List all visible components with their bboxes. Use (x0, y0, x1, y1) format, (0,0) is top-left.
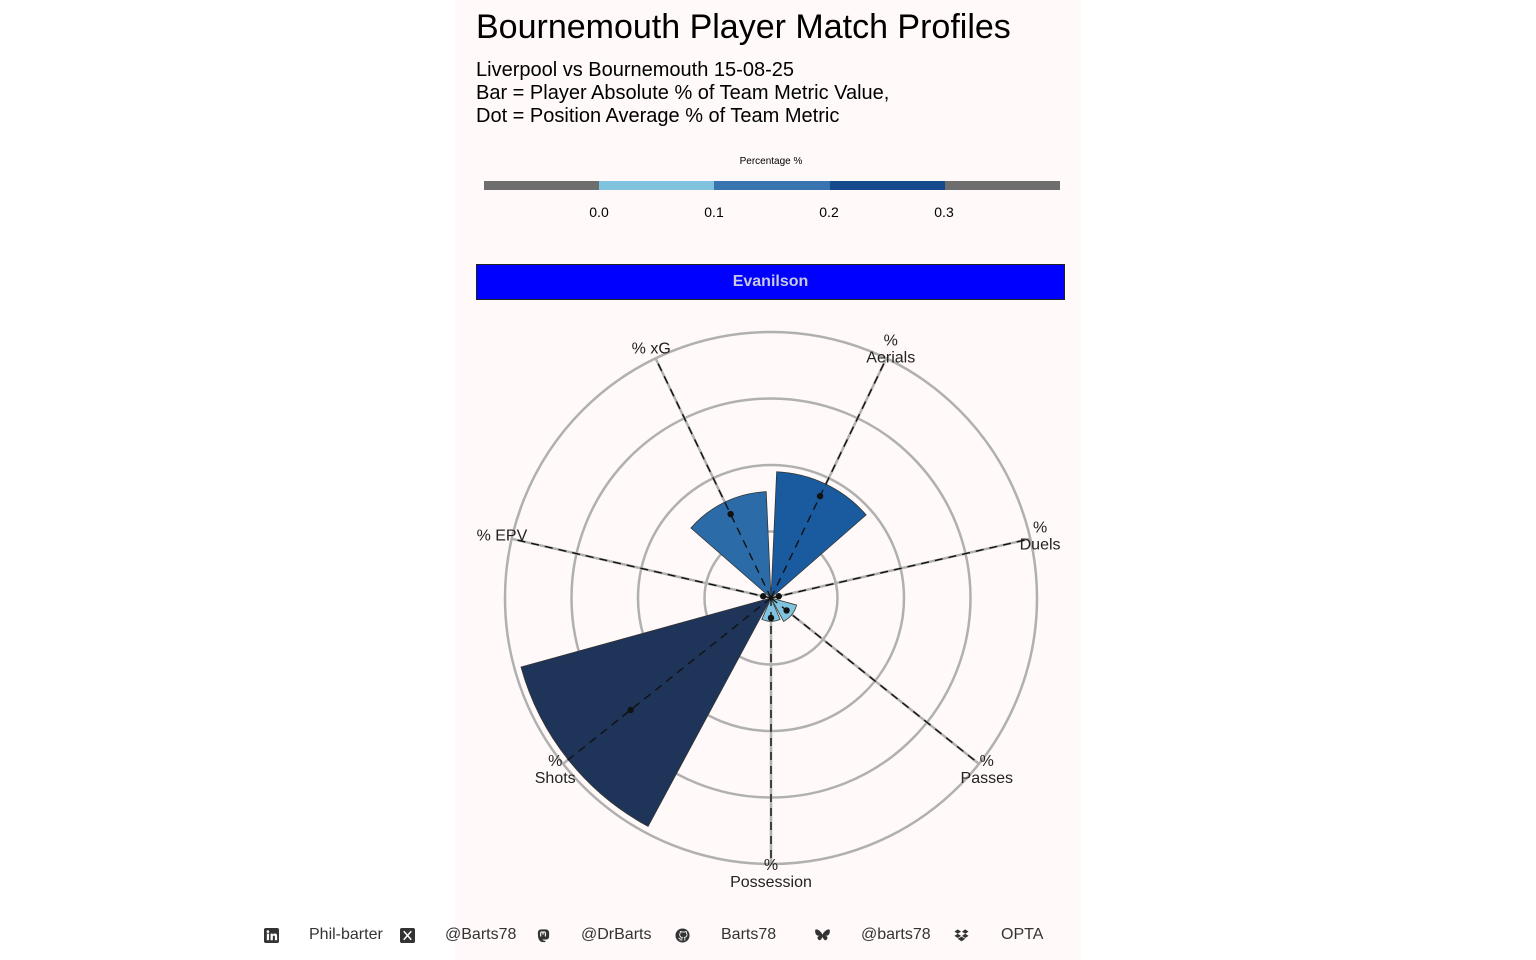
legend-swatch (599, 181, 715, 190)
x-icon (400, 928, 415, 943)
legend-title: Percentage % (739, 156, 803, 167)
footer-text-bluesky: @barts78 (861, 926, 931, 943)
footer-text-opta: OPTA (1001, 926, 1044, 943)
position-average-dot (727, 510, 734, 518)
player-strip: Evanilson (476, 264, 1065, 300)
subtitle-line-2: Bar = Player Absolute % of Team Metric V… (476, 82, 890, 104)
bar-possession (761, 596, 781, 622)
page-title: Bournemouth Player Match Profiles (476, 8, 1011, 46)
subtitle-line-3: Dot = Position Average % of Team Metric (476, 105, 840, 127)
axis-label: % Aerials (866, 332, 915, 366)
github-icon (675, 928, 690, 943)
dashed-spoke (770, 538, 1031, 599)
legend-swatch (484, 181, 600, 190)
dashed-spoke (770, 597, 980, 765)
legend-tick: 0.2 (819, 204, 839, 220)
legend-swatch (829, 181, 945, 190)
mastodon-icon (537, 929, 550, 943)
axis-label: % Passes (961, 753, 1013, 787)
plot-panel (455, 0, 1081, 960)
position-average-dot (760, 593, 767, 600)
legend-colorbar (484, 181, 1061, 190)
dashed-spoke (511, 538, 772, 599)
axis-label: % Possession (730, 857, 812, 891)
player-name: Evanilson (732, 273, 809, 290)
position-average-dot (767, 614, 775, 622)
subtitle-line-1: Liverpool vs Bournemouth 15-08-25 (476, 59, 794, 81)
legend-tick: 0.3 (934, 204, 954, 220)
dropbox-icon (954, 929, 969, 942)
footer: Phil-barter @Barts78 @DrBarts Barts78 @b… (0, 922, 1536, 950)
legend-tick: 0.1 (704, 204, 724, 220)
legend-swatch (714, 181, 830, 190)
dashed-spoke (654, 358, 772, 599)
footer-text-linkedin: Phil-barter (309, 926, 383, 943)
footer-text-github: Barts78 (721, 926, 777, 943)
bar-xg (690, 491, 772, 599)
dashed-spoke (562, 597, 772, 765)
footer-text-mastodon: @DrBarts (581, 926, 652, 943)
linkedin-icon (264, 928, 279, 943)
legend-swatch (944, 181, 1061, 190)
axis-label: % Shots (535, 753, 576, 787)
position-average-dot (775, 593, 782, 600)
dashed-spoke (770, 358, 888, 599)
footer-text-x: @Barts78 (445, 926, 517, 943)
bar-shots (520, 597, 772, 827)
position-average-dot (783, 607, 790, 614)
position-average-dot (816, 492, 824, 500)
bluesky-icon (815, 929, 830, 941)
axis-label: % EPV (477, 528, 528, 545)
legend-tick: 0.0 (589, 204, 609, 220)
axis-label: % xG (632, 340, 671, 357)
axis-label: % Duels (1020, 520, 1061, 554)
position-average-dot (627, 706, 634, 714)
